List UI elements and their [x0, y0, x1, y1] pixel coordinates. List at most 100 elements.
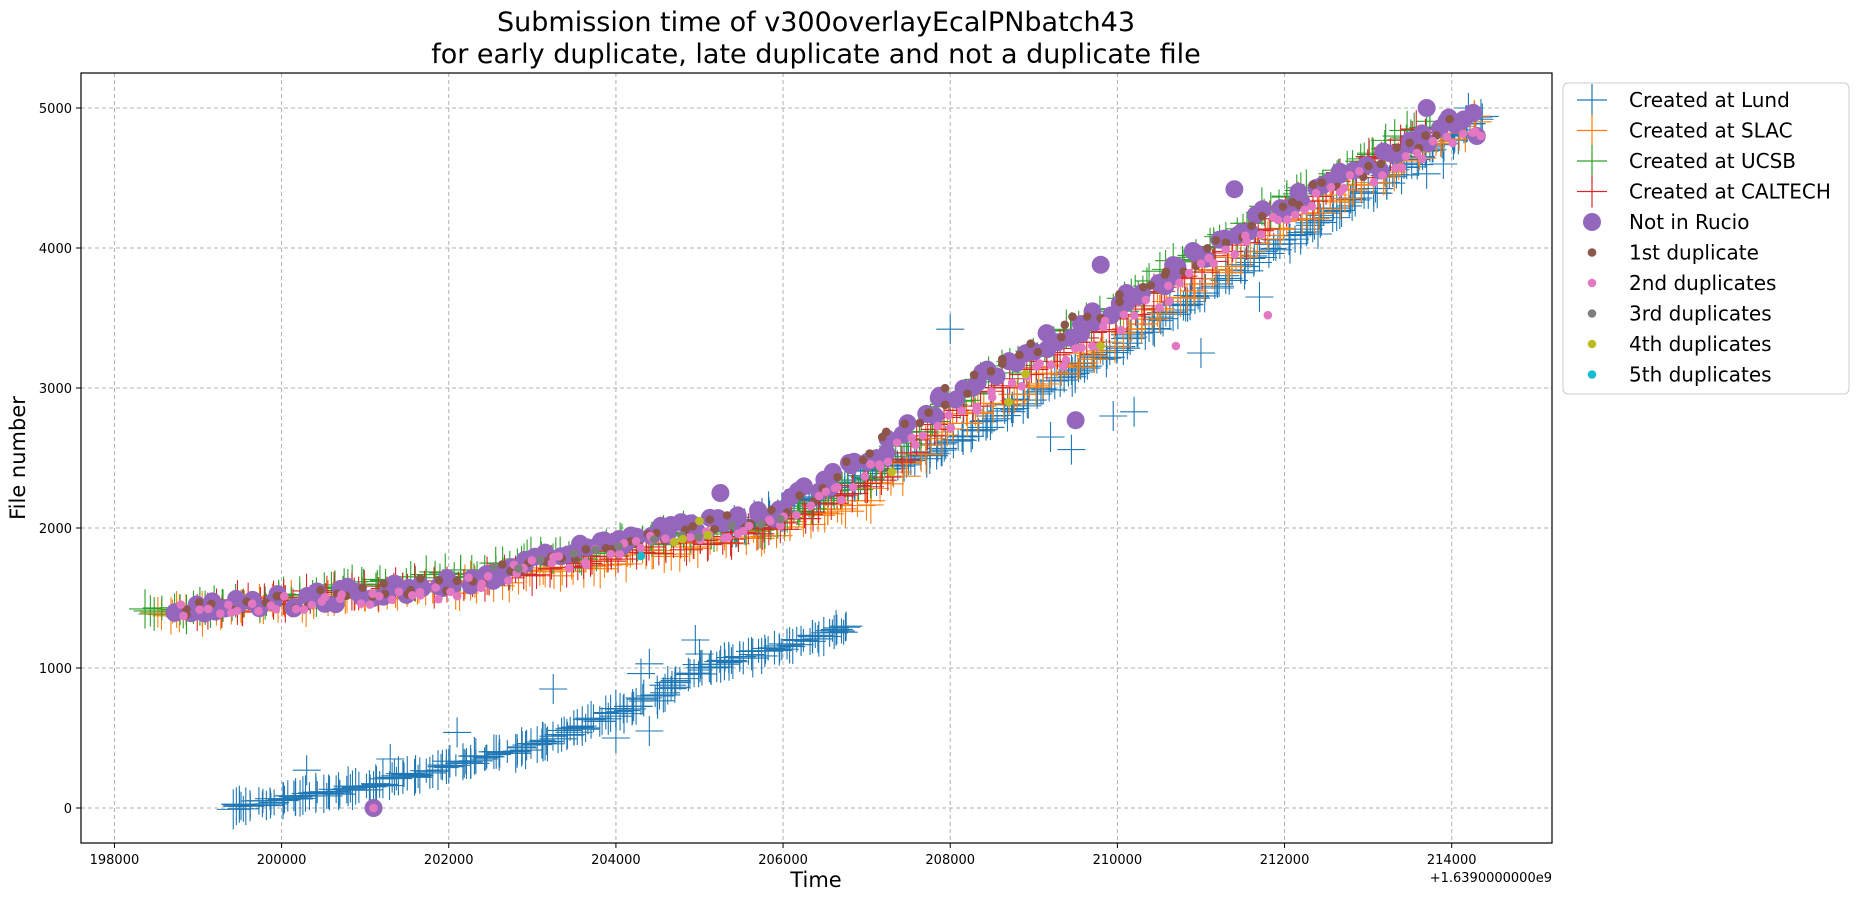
data-point [1068, 353, 1101, 383]
data-point [291, 604, 301, 614]
data-point [368, 589, 377, 599]
data-point [718, 644, 748, 680]
data-point [649, 535, 659, 544]
legend-marker [1577, 175, 1607, 208]
data-point [1335, 187, 1345, 197]
data-point [1288, 197, 1297, 207]
data-point [842, 457, 851, 466]
data-point [1141, 295, 1151, 305]
data-point [821, 487, 831, 496]
data-point [546, 716, 582, 745]
data-point [1263, 310, 1273, 320]
data-point [692, 650, 730, 686]
series-5th-duplicates [636, 551, 646, 561]
data-point [1230, 250, 1240, 259]
data-point [1278, 202, 1288, 211]
data-point [936, 314, 965, 345]
legend-label: 2nd duplicates [1629, 271, 1776, 295]
data-point [881, 427, 891, 437]
legend-marker [1577, 84, 1607, 116]
data-point [676, 659, 712, 688]
data-point [1280, 225, 1310, 253]
data-point [1096, 341, 1105, 351]
data-point [1171, 341, 1181, 351]
data-point [415, 591, 425, 600]
data-point [1119, 310, 1129, 320]
data-point [554, 552, 564, 561]
data-point [1046, 360, 1056, 370]
data-point [795, 491, 804, 500]
data-point [1308, 180, 1318, 189]
data-point [489, 562, 498, 571]
data-point [875, 460, 884, 469]
data-point [900, 419, 909, 429]
data-point [781, 626, 813, 653]
x-tick-label: 198000 [90, 853, 140, 868]
data-point [527, 556, 537, 565]
data-point [405, 764, 432, 789]
data-point [316, 585, 325, 595]
data-point [1311, 189, 1321, 198]
data-point [749, 501, 768, 520]
data-point [1221, 238, 1231, 248]
data-point [569, 549, 579, 558]
data-point [601, 723, 630, 753]
data-point [806, 501, 816, 511]
data-point [575, 553, 606, 577]
data-point [678, 534, 688, 544]
data-point [278, 778, 313, 816]
data-point [860, 471, 870, 481]
data-point [700, 651, 734, 683]
chart-title-line2: for early duplicate, late duplicate and … [431, 39, 1201, 70]
data-point [1033, 347, 1043, 357]
series-not-in-rucio [165, 99, 1486, 817]
data-point [788, 628, 819, 652]
x-tick-label: 212000 [1260, 853, 1310, 868]
data-point [1417, 154, 1427, 164]
x-axis-label: Time [789, 868, 841, 892]
data-point [636, 543, 646, 553]
data-point [719, 526, 744, 560]
data-point [1428, 136, 1438, 146]
data-point [1026, 339, 1036, 348]
legend-item: Created at SLAC [1577, 114, 1793, 147]
axis-ticks: 198000 200000 202000 204000 206000 208000 2100… [39, 102, 1477, 868]
data-point [744, 521, 754, 531]
data-point [452, 748, 490, 779]
series-marks [129, 93, 1499, 830]
data-point [1182, 279, 1218, 313]
data-point [892, 438, 902, 448]
data-point [723, 533, 733, 542]
data-point [1017, 381, 1027, 391]
data-point [823, 610, 849, 646]
data-point [1082, 312, 1092, 321]
legend-label: 1st duplicate [1629, 241, 1759, 265]
data-point [670, 537, 679, 547]
data-point [452, 576, 462, 586]
plot-frame [80, 72, 1553, 844]
data-point [1245, 282, 1274, 312]
data-point [776, 514, 785, 524]
data-point [615, 549, 625, 559]
data-point [958, 420, 985, 453]
data-point [204, 604, 213, 614]
data-point [681, 625, 710, 655]
data-point [369, 803, 378, 813]
data-point [1057, 332, 1066, 342]
data-point [176, 600, 186, 609]
data-point [829, 619, 858, 645]
series-created-at-ucsb [129, 104, 1448, 635]
data-point [1021, 369, 1030, 379]
data-point [1004, 397, 1014, 407]
data-point [279, 591, 289, 601]
y-tick-label: 0 [64, 802, 72, 817]
data-point [1326, 182, 1336, 192]
data-point [1225, 180, 1244, 199]
data-point [1224, 240, 1258, 275]
series-3rd-duplicates [489, 514, 785, 573]
data-point [1330, 162, 1349, 181]
data-point [529, 721, 556, 759]
data-point [1448, 138, 1457, 148]
data-point [434, 576, 444, 585]
